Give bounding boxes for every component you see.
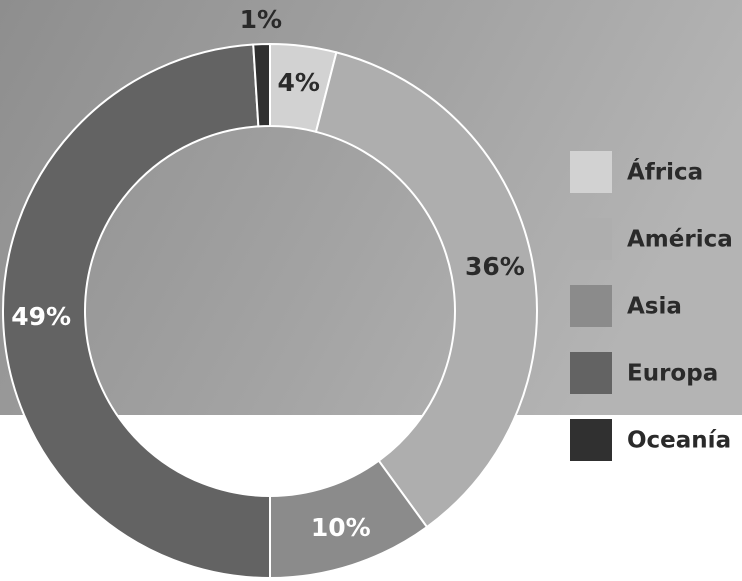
value-label: 10%: [311, 513, 371, 542]
value-label: 49%: [11, 302, 71, 331]
legend-swatch: [570, 151, 612, 193]
legend-swatch: [570, 285, 612, 327]
value-label: 4%: [277, 68, 319, 97]
legend-label: Oceanía: [627, 428, 731, 454]
legend-label: África: [627, 158, 703, 186]
legend-label: Asia: [627, 294, 682, 320]
value-label: 36%: [465, 252, 525, 281]
value-label: 1%: [240, 5, 282, 34]
legend-swatch: [570, 419, 612, 461]
legend-swatch: [570, 218, 612, 260]
legend-label: América: [627, 227, 733, 253]
legend-label: Europa: [627, 361, 718, 387]
legend-swatch: [570, 352, 612, 394]
chart: 4% 36% 10% 49% 1% África América Asia Europa Ocea…: [0, 0, 742, 581]
